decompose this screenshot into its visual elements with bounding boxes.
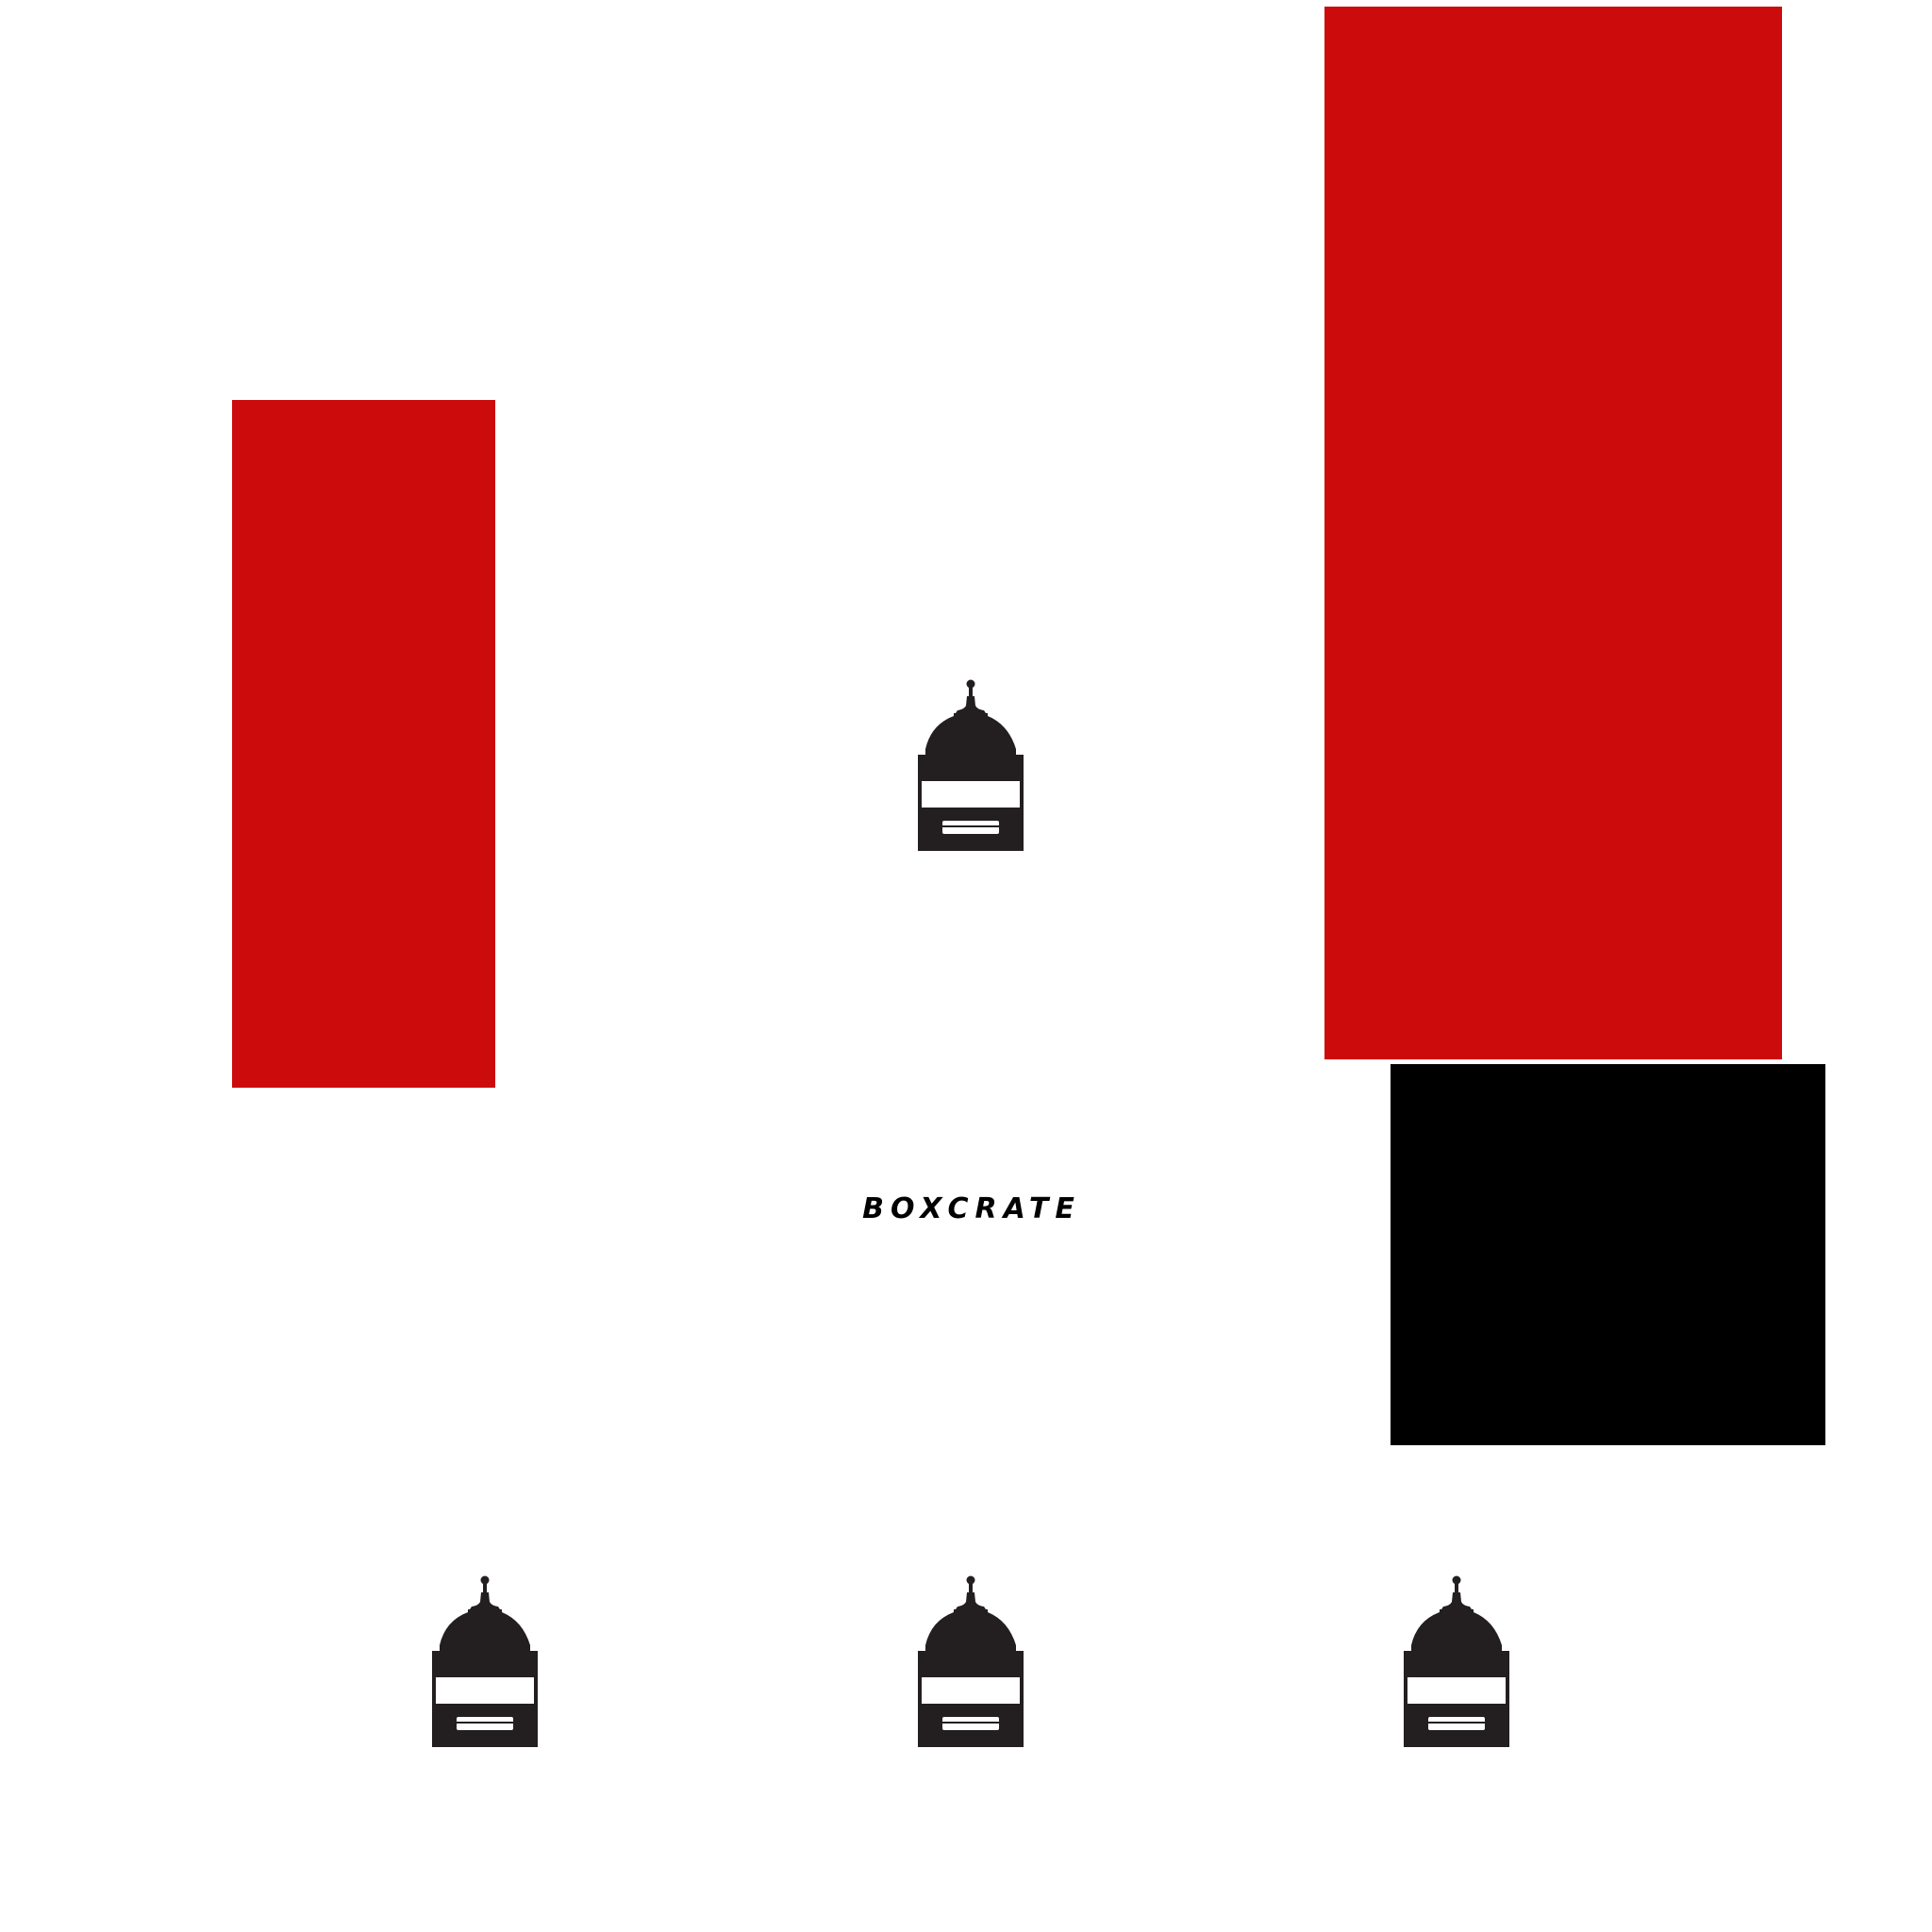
brand-wordmark: BOXCRATE bbox=[862, 1192, 1081, 1225]
red-block-left bbox=[232, 400, 495, 1088]
dome-lantern-icon bbox=[1404, 1574, 1509, 1747]
black-block bbox=[1391, 1064, 1825, 1445]
dome-lantern-icon bbox=[918, 1574, 1024, 1747]
dome-lantern-icon bbox=[432, 1574, 538, 1747]
red-block-right bbox=[1324, 7, 1782, 1059]
dome-lantern-icon bbox=[918, 677, 1024, 851]
